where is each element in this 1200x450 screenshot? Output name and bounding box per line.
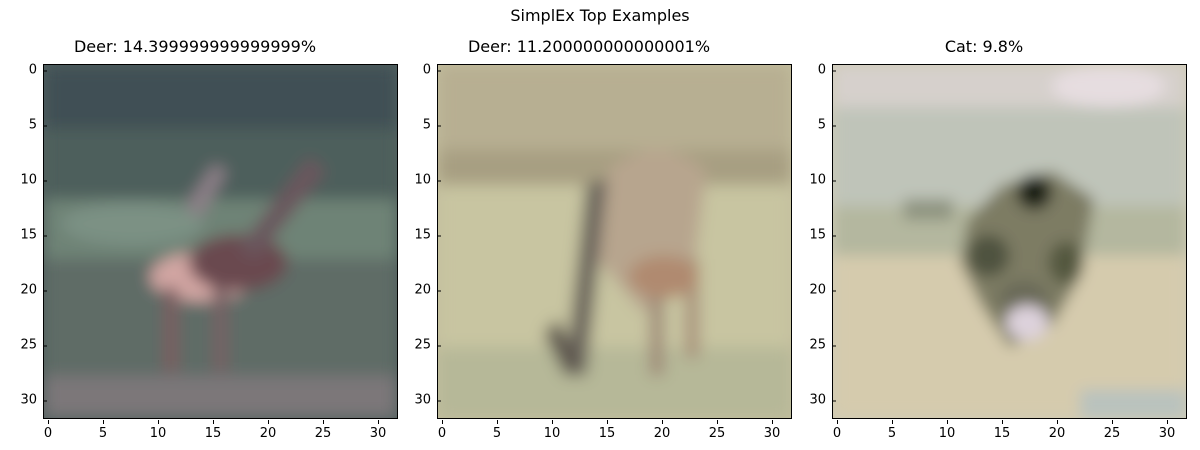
y-tick: 15 [399,228,441,243]
y-tick: 25 [794,338,836,353]
y-tick: 20 [399,283,441,298]
panel-cat: Cat: 9.8% 0 5 10 [794,37,1187,450]
x-tick: 20 [647,420,677,441]
y-tick: 15 [794,228,836,243]
deer-forest-image [44,65,397,418]
y-tick: 15 [5,228,47,243]
y-tick: 5 [399,118,441,133]
y-tick: 10 [5,173,47,188]
panel-title: Deer: 14.399999999999999% [73,37,317,56]
y-tick: 30 [399,393,441,408]
x-tick: 25 [702,420,732,441]
y-tick: 30 [794,393,836,408]
x-tick: 10 [932,420,962,441]
x-tick: 25 [308,420,338,441]
x-tick: 25 [1097,420,1127,441]
x-tick: 15 [198,420,228,441]
x-tick: 10 [143,420,173,441]
image-axes [437,64,792,419]
y-tick: 5 [5,118,47,133]
y-tick: 5 [794,118,836,133]
y-tick: 0 [5,63,47,78]
x-tick: 15 [987,420,1017,441]
x-tick: 5 [482,420,512,441]
y-tick: 10 [794,173,836,188]
x-tick: 0 [33,420,63,441]
x-tick: 30 [1152,420,1182,441]
y-tick: 30 [5,393,47,408]
image-axes [43,64,398,419]
cat-image [833,65,1186,418]
x-tick: 0 [822,420,852,441]
x-tick: 20 [1042,420,1072,441]
y-tick: 25 [5,338,47,353]
y-tick: 0 [794,63,836,78]
y-tick: 25 [399,338,441,353]
x-tick: 15 [592,420,622,441]
y-tick: 20 [794,283,836,298]
deer-grazing-image [438,65,791,418]
y-tick: 20 [5,283,47,298]
panel-deer-grazing: Deer: 11.200000000000001% 0 5 10 15 20 [399,37,792,450]
x-tick: 5 [88,420,118,441]
panel-title: Deer: 11.200000000000001% [467,37,711,56]
panel-deer-forest: Deer: 14.399999999999999% 0 [5,37,398,450]
y-tick: 0 [399,63,441,78]
figure-title: SimplEx Top Examples [510,6,690,25]
x-tick: 20 [253,420,283,441]
x-tick: 5 [877,420,907,441]
x-tick: 30 [757,420,787,441]
panel-title: Cat: 9.8% [944,37,1024,56]
x-tick: 30 [363,420,393,441]
y-tick: 10 [399,173,441,188]
x-tick: 0 [427,420,457,441]
image-axes [832,64,1187,419]
x-tick: 10 [537,420,567,441]
